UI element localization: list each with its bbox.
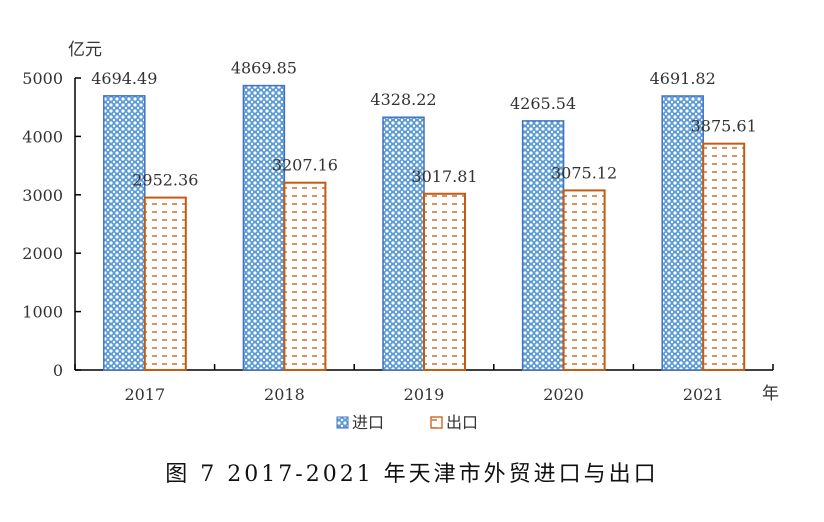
bar-import xyxy=(242,84,286,371)
legend-label-export: 出口 xyxy=(446,413,478,432)
y-tick-label: 5000 xyxy=(22,69,63,88)
bar-import xyxy=(661,95,704,371)
bar-export xyxy=(423,192,466,371)
data-label-export: 2952.36 xyxy=(132,171,198,190)
data-label-import: 4694.49 xyxy=(91,69,157,88)
data-label-import: 4691.82 xyxy=(650,69,716,88)
x-tick-label: 2021 xyxy=(683,385,724,404)
bar-import xyxy=(103,95,146,371)
bar-export xyxy=(143,196,187,371)
bar-export xyxy=(702,142,746,371)
x-tick-label: 2017 xyxy=(124,385,165,404)
legend-swatch-import xyxy=(336,416,349,429)
data-label-export: 3875.61 xyxy=(691,117,757,136)
data-label-export: 3017.81 xyxy=(411,167,477,186)
data-label-import: 4869.85 xyxy=(231,59,297,78)
y-tick-label: 3000 xyxy=(22,186,63,205)
x-tick-label: 2018 xyxy=(264,385,305,404)
y-tick-label: 2000 xyxy=(22,244,63,263)
data-label-export: 3075.12 xyxy=(551,163,617,182)
data-label-import: 4265.54 xyxy=(510,94,576,113)
legend-label-import: 进口 xyxy=(352,413,384,432)
figure-caption: 图 7 2017-2021 年天津市外贸进口与出口 xyxy=(165,462,659,487)
y-tick-label: 1000 xyxy=(22,303,63,322)
bar-import xyxy=(382,116,425,371)
legend: 进口 出口 xyxy=(336,413,478,432)
bar-export xyxy=(562,189,606,371)
y-axis-label: 亿元 xyxy=(68,40,102,60)
legend-swatch-export xyxy=(430,416,443,429)
x-tick-label: 2020 xyxy=(543,385,584,404)
data-label-import: 4328.22 xyxy=(370,90,436,109)
x-axis-label: 年 xyxy=(762,384,779,404)
y-tick-label: 0 xyxy=(53,361,63,380)
x-tick-label: 2019 xyxy=(404,385,445,404)
data-label-export: 3207.16 xyxy=(272,156,338,175)
bar-import xyxy=(521,120,565,371)
y-tick-label: 4000 xyxy=(22,127,63,146)
bar-export xyxy=(283,181,327,371)
